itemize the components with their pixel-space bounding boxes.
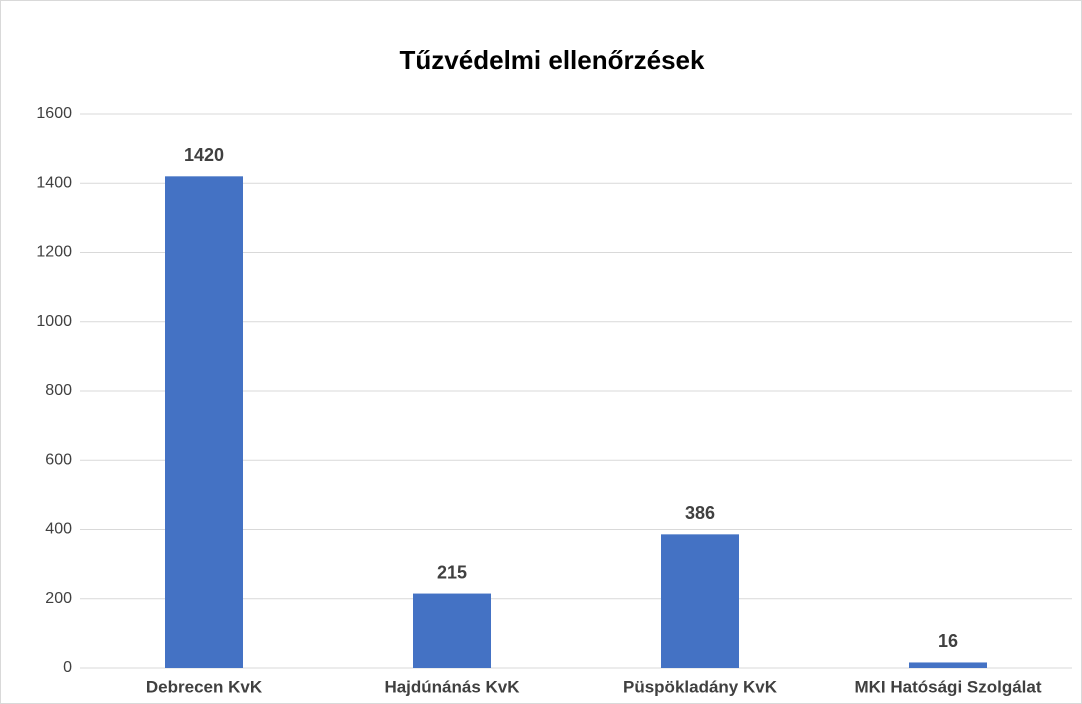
data-label: 16 <box>938 631 958 651</box>
data-label: 386 <box>685 503 715 523</box>
x-tick-label: Debrecen KvK <box>146 677 263 696</box>
chart-title: Tűzvédelmi ellenőrzések <box>400 45 705 75</box>
y-tick-label: 1000 <box>36 313 72 330</box>
data-label: 215 <box>437 562 467 582</box>
y-tick-label: 200 <box>45 590 72 607</box>
bar <box>165 176 243 668</box>
x-tick-label: MKI Hatósági Szolgálat <box>854 677 1041 696</box>
y-tick-label: 0 <box>63 659 72 676</box>
y-tick-label: 800 <box>45 382 72 399</box>
y-tick-label: 1600 <box>36 105 72 122</box>
x-tick-label: Hajdúnánás KvK <box>384 677 520 696</box>
bar <box>909 662 987 668</box>
y-tick-label: 1200 <box>36 244 72 261</box>
data-label: 1420 <box>184 145 224 165</box>
y-tick-label: 400 <box>45 521 72 538</box>
bar <box>413 593 491 668</box>
bar <box>661 534 739 668</box>
y-tick-label: 1400 <box>36 174 72 191</box>
x-tick-label: Püspökladány KvK <box>623 677 778 696</box>
y-tick-label: 600 <box>45 451 72 468</box>
